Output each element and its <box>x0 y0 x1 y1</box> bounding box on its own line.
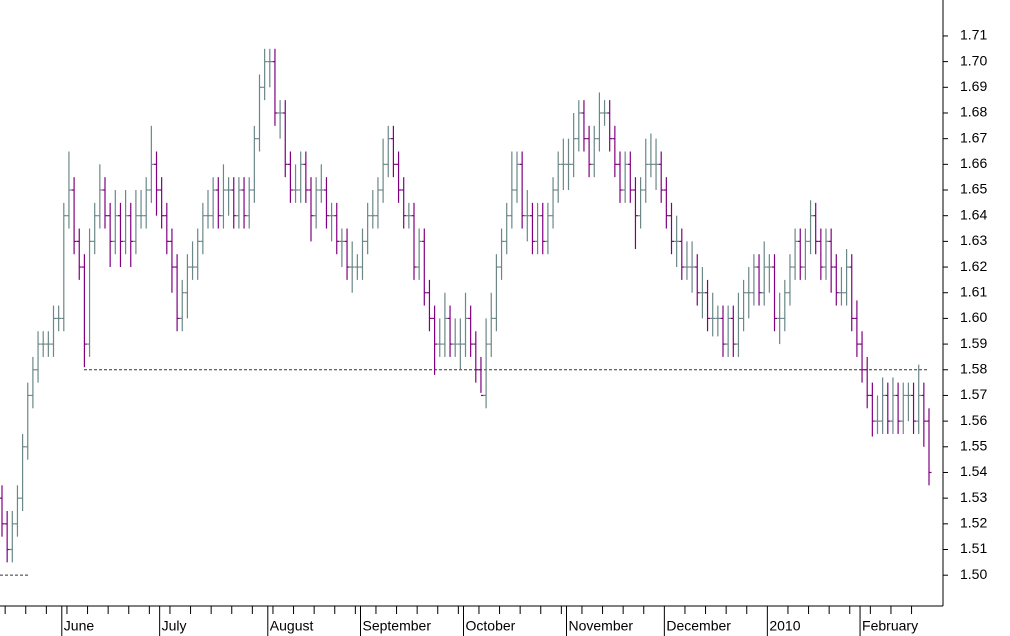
y-tick-label: 1.65 <box>960 181 987 197</box>
y-tick-label: 1.61 <box>960 283 987 299</box>
x-tick-label: July <box>162 618 187 634</box>
x-tick-label: February <box>862 618 918 634</box>
y-tick-label: 1.71 <box>960 27 987 43</box>
x-tick-label: August <box>270 618 314 634</box>
y-tick-label: 1.59 <box>960 335 987 351</box>
y-tick-label: 1.54 <box>960 463 987 479</box>
y-tick-label: 1.63 <box>960 232 987 248</box>
y-tick-label: 1.68 <box>960 104 987 120</box>
y-tick-label: 1.58 <box>960 360 987 376</box>
y-tick-label: 1.52 <box>960 515 987 531</box>
x-tick-label: 2010 <box>769 618 800 634</box>
y-tick-label: 1.55 <box>960 437 987 453</box>
y-tick-label: 1.67 <box>960 129 987 145</box>
y-tick-label: 1.66 <box>960 155 987 171</box>
x-tick-label: October <box>466 618 516 634</box>
x-tick-label: November <box>569 618 634 634</box>
y-tick-label: 1.56 <box>960 412 987 428</box>
y-tick-label: 1.60 <box>960 309 987 325</box>
x-tick-label: September <box>363 618 432 634</box>
y-tick-label: 1.70 <box>960 52 987 68</box>
y-tick-label: 1.50 <box>960 566 987 582</box>
y-tick-label: 1.57 <box>960 386 987 402</box>
x-tick-label: June <box>64 618 95 634</box>
y-tick-label: 1.69 <box>960 78 987 94</box>
y-tick-label: 1.62 <box>960 258 987 274</box>
y-tick-label: 1.64 <box>960 206 987 222</box>
y-tick-label: 1.51 <box>960 540 987 556</box>
y-tick-label: 1.53 <box>960 489 987 505</box>
x-tick-label: December <box>666 618 731 634</box>
